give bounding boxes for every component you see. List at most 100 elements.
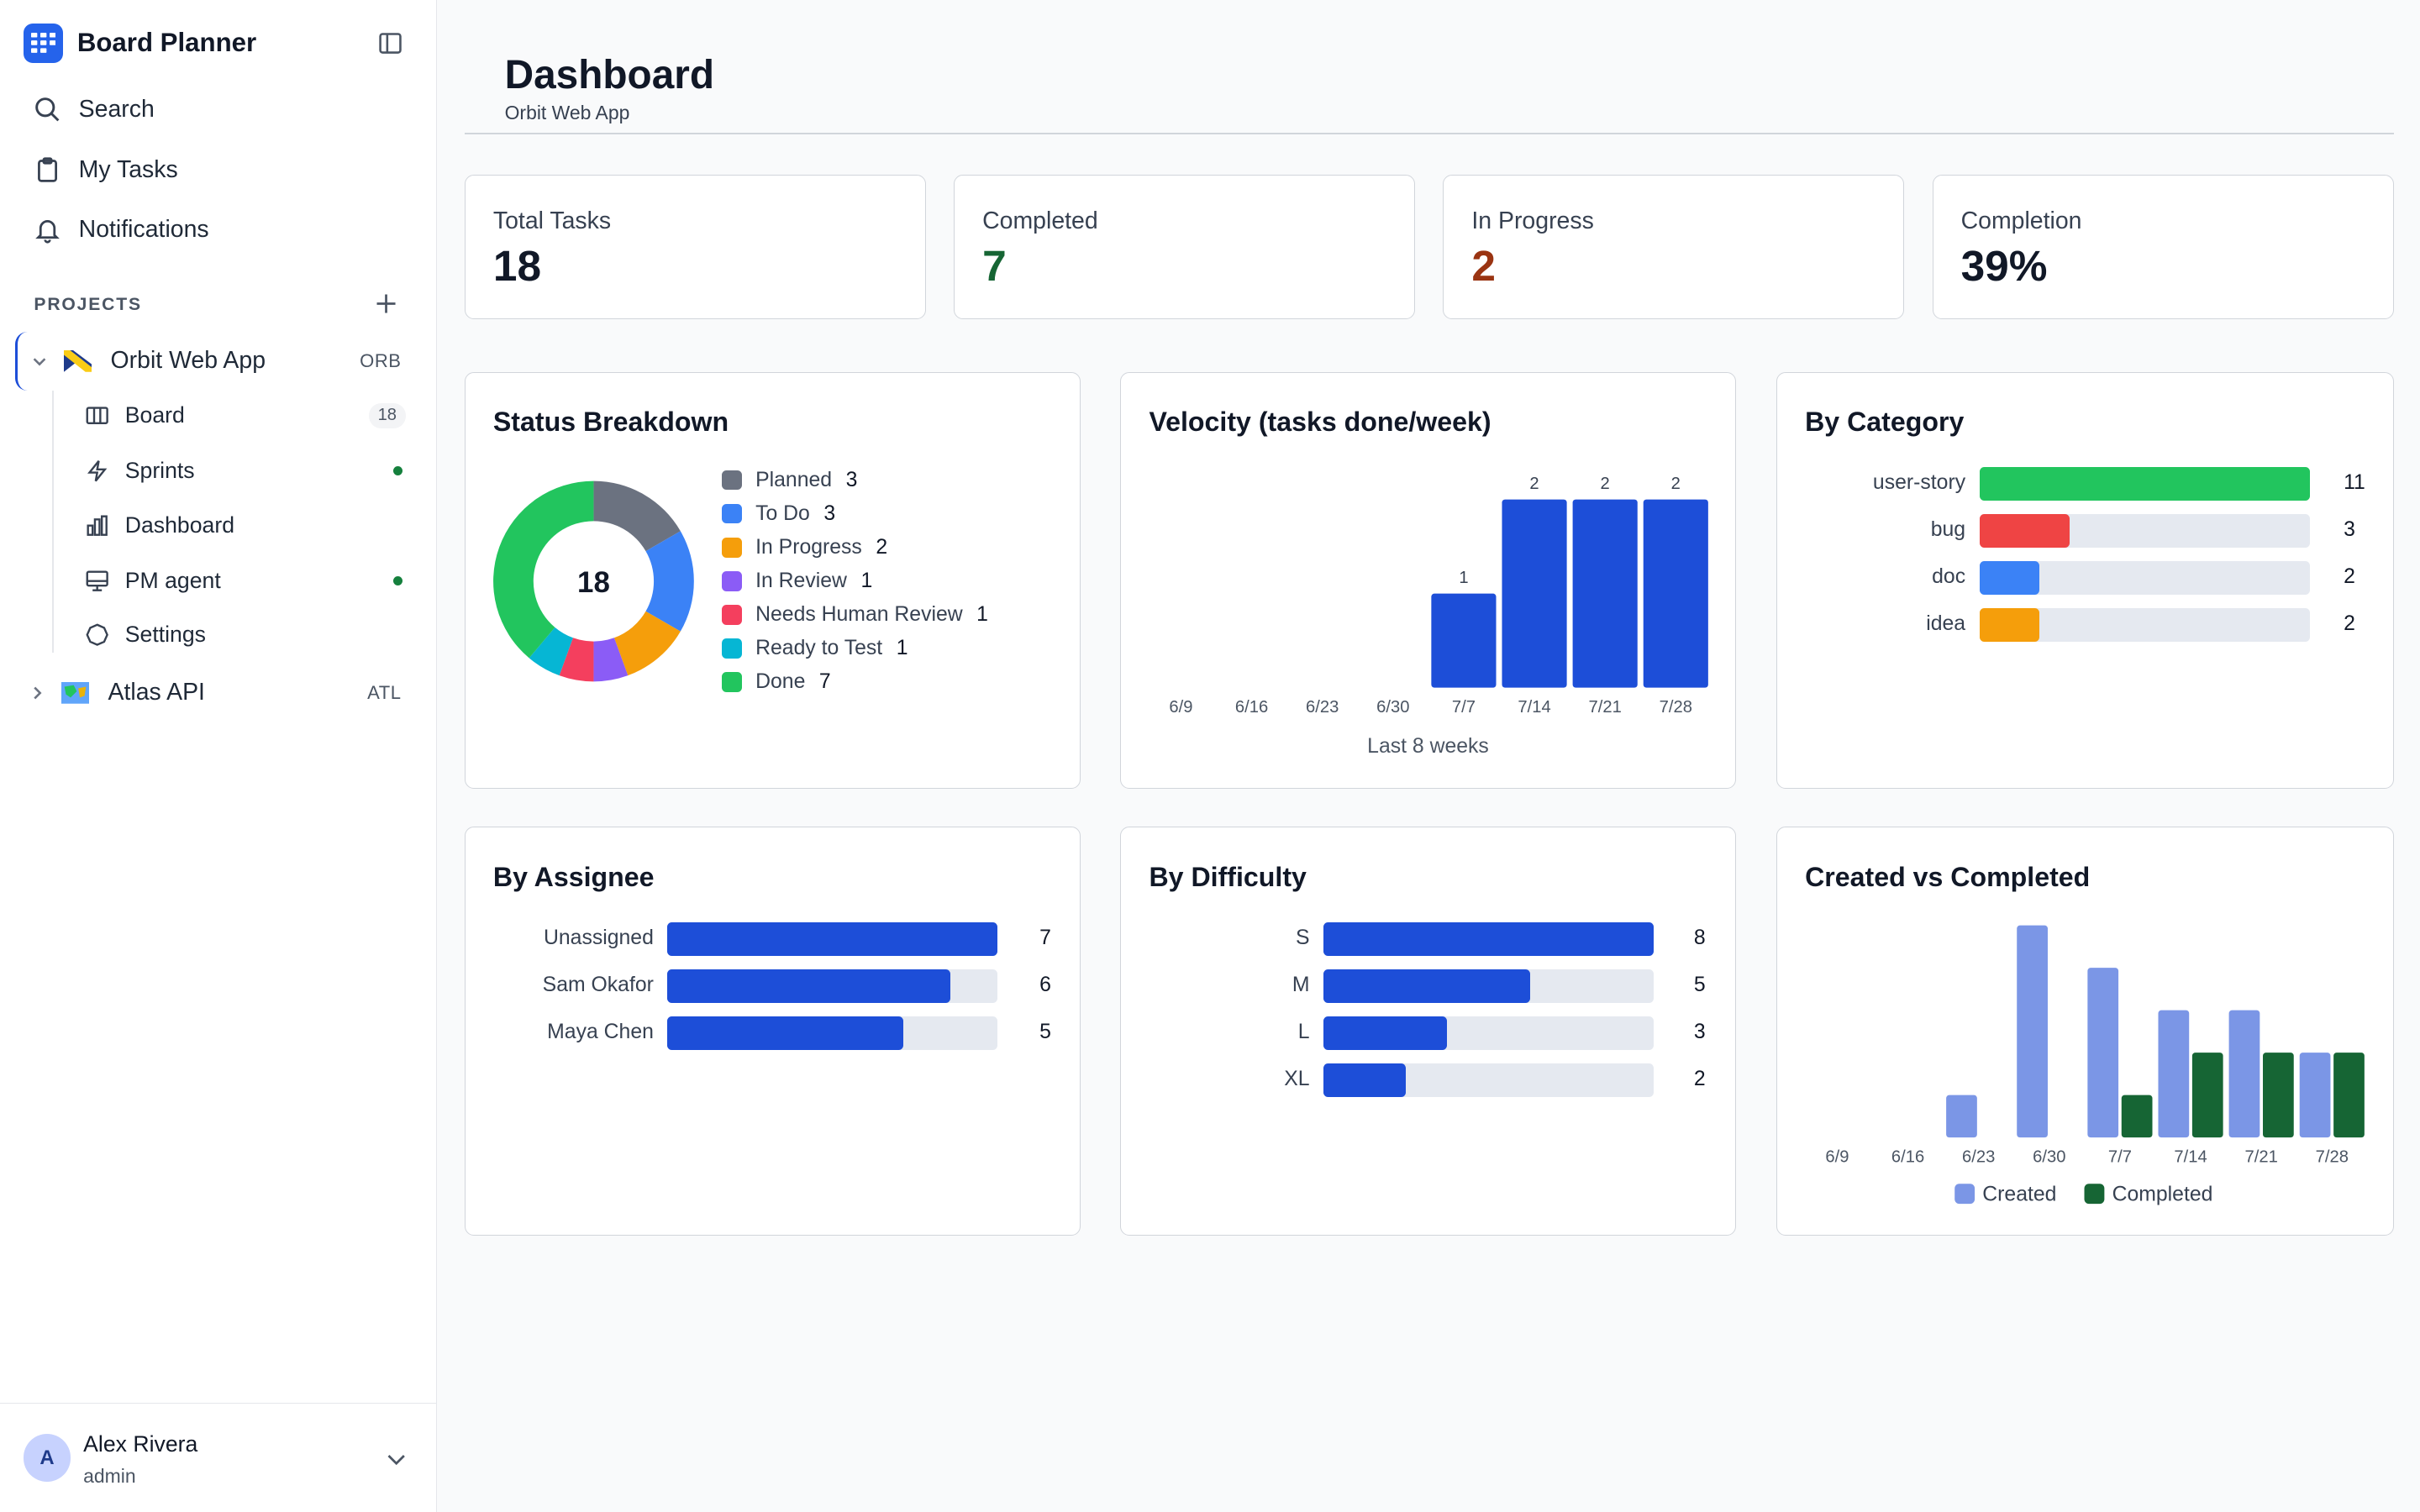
legend-label: Completed xyxy=(2112,1184,2213,1206)
chevron-down-icon[interactable] xyxy=(384,1446,408,1471)
add-project-icon[interactable] xyxy=(372,290,400,318)
board-count-badge: 18 xyxy=(368,402,407,429)
project-code: ATL xyxy=(367,681,402,703)
legend-item: Needs Human Review 1 xyxy=(721,603,988,627)
project-orbit-web-app[interactable]: Orbit Web App ORB xyxy=(15,331,419,391)
bar-label: Sam Okafor xyxy=(542,974,654,997)
bar-row: Sam Okafor 6 xyxy=(466,969,1080,1003)
by-category-card: By Category user-story 11 bug 3 doc 2 idea 2 xyxy=(1776,371,2394,789)
card-title: By Category xyxy=(1805,407,1965,438)
velocity-bar xyxy=(1431,593,1497,688)
card-title: Velocity (tasks done/week) xyxy=(1149,407,1491,438)
legend-item: To Do 3 xyxy=(721,502,835,526)
sprints-status-dot xyxy=(393,466,403,476)
bar-label: M xyxy=(1292,974,1310,997)
bar-track xyxy=(667,921,998,956)
bar-label: L xyxy=(1297,1021,1310,1044)
columns-icon xyxy=(86,407,108,425)
x-tick-label: 7/21 xyxy=(2245,1148,2278,1167)
stat-value: 18 xyxy=(492,240,542,290)
bar-fill xyxy=(667,921,998,956)
bar-label: user-story xyxy=(1872,471,1966,495)
bar-value: 6 xyxy=(1039,974,1051,997)
stat-card-completion: Completion 39% xyxy=(1932,174,2394,320)
velocity-card: Velocity (tasks done/week) 6/9 6/16 6/23 6/… xyxy=(1120,371,1737,789)
x-tick-label: 6/9 xyxy=(1170,698,1193,717)
legend-swatch xyxy=(2084,1184,2105,1205)
bar-row: user-story 11 xyxy=(1777,466,2393,501)
bell-icon xyxy=(35,220,60,244)
stat-card-completed: Completed 7 xyxy=(954,174,1416,320)
subnav-pm-agent[interactable]: PM agent xyxy=(85,568,412,594)
bar-track xyxy=(1323,969,1655,1003)
bar-fill xyxy=(1323,921,1655,956)
avatar: A xyxy=(23,1434,71,1483)
card-title: Status Breakdown xyxy=(492,407,729,438)
gear-icon xyxy=(86,623,108,646)
donut-slice xyxy=(529,627,573,675)
card-title: By Difficulty xyxy=(1149,861,1307,892)
by-assignee-card: By Assignee Unassigned 7 Sam Okafor 6 Maya C… xyxy=(464,827,1081,1236)
bar-label: XL xyxy=(1284,1068,1310,1091)
subnav-board[interactable]: Board 18 xyxy=(85,402,412,429)
bar-value: 7 xyxy=(1039,927,1051,949)
project-map-icon xyxy=(61,681,90,704)
bar-fill xyxy=(1979,560,2040,596)
bar-row: XL 2 xyxy=(1121,1063,1735,1097)
legend-label: In Review xyxy=(755,569,847,592)
stat-value: 7 xyxy=(982,240,1007,290)
bar-value: 2 xyxy=(2344,612,2355,636)
bar-track xyxy=(1979,466,2310,501)
project-atlas-api[interactable]: Atlas API ATL xyxy=(15,664,419,722)
bar-chart-icon xyxy=(87,515,108,536)
donut-total: 18 xyxy=(577,565,610,598)
clipboard-icon xyxy=(38,156,58,182)
stat-card-in-progress: In Progress 2 xyxy=(1443,174,1905,320)
pm-agent-status-dot xyxy=(393,575,403,585)
app-name: Board Planner xyxy=(76,28,257,58)
bar-fill xyxy=(1979,607,2040,643)
legend-count: 1 xyxy=(896,636,908,659)
lightning-icon xyxy=(87,460,108,482)
legend-swatch xyxy=(721,671,742,692)
legend-count: 7 xyxy=(818,669,831,693)
bar-fill xyxy=(1323,1016,1448,1050)
donut-slice xyxy=(593,637,629,681)
nav-search[interactable]: Search xyxy=(34,96,155,123)
subnav-sprints[interactable]: Sprints xyxy=(85,458,412,484)
sidebar: Board Planner Search My Tasks Notificati… xyxy=(0,0,437,1512)
legend-item: In Progress 2 xyxy=(721,535,887,559)
legend-label: Ready to Test xyxy=(755,636,883,659)
subnav-settings[interactable]: Settings xyxy=(85,622,412,648)
bar-completed xyxy=(2263,1053,2294,1138)
chevron-right-icon[interactable] xyxy=(28,684,46,702)
brand[interactable]: Board Planner xyxy=(23,23,257,64)
sidebar-toggle-icon[interactable] xyxy=(376,29,404,57)
bar-completed xyxy=(2121,1095,2153,1138)
subnav-sprints-label: Sprints xyxy=(124,458,195,484)
nav-my-tasks[interactable]: My Tasks xyxy=(34,156,178,184)
nav-notifications[interactable]: Notifications xyxy=(34,216,209,244)
monitor-icon xyxy=(86,570,108,591)
created-vs-completed-chart: 6/9 6/16 6/23 6/30 7/7 7/14 7/21 7/28 Created Com… xyxy=(1825,926,2365,1206)
user-name: Alex Rivera xyxy=(83,1431,198,1457)
bar-track xyxy=(1979,513,2310,549)
bar-completed xyxy=(2191,1053,2223,1138)
subnav-dashboard[interactable]: Dashboard xyxy=(85,512,412,538)
bar-track xyxy=(1323,1063,1655,1097)
bar-value-label: 2 xyxy=(1601,474,1610,492)
stat-label: In Progress xyxy=(1471,207,1594,235)
chart-caption: Last 8 weeks xyxy=(1368,734,1490,757)
chevron-down-icon[interactable] xyxy=(30,352,49,370)
stat-card-total: Total Tasks 18 xyxy=(464,174,926,320)
legend-label: Created xyxy=(1982,1184,2056,1206)
donut-slice xyxy=(613,611,681,675)
bar-created xyxy=(2087,968,2119,1138)
bar-label: doc xyxy=(1932,565,1966,589)
bar-track xyxy=(667,1016,998,1050)
legend-label: In Progress xyxy=(755,535,862,559)
legend-swatch xyxy=(721,638,742,659)
bar-fill xyxy=(667,969,951,1003)
user-menu[interactable]: A Alex Rivera admin xyxy=(0,1402,437,1512)
x-tick-label: 7/7 xyxy=(1452,698,1476,717)
